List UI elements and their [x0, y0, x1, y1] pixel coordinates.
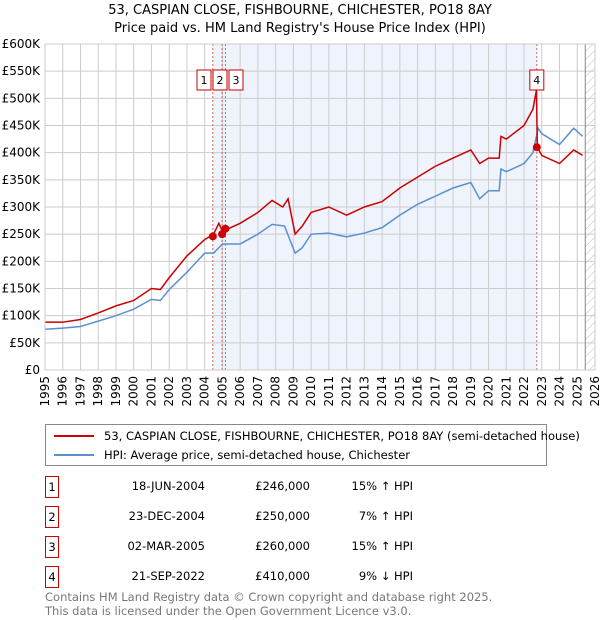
footer-line: Contains HM Land Registry data © Crown c…: [45, 590, 493, 604]
sale-label-box: [228, 69, 244, 91]
x-tick-label: 2015: [393, 376, 407, 407]
table-row: 3 02-MAR-2005 £260,000 15% ↑ HPI: [45, 536, 445, 558]
x-tick-label: 1996: [56, 376, 70, 407]
x-tick-label: 2013: [357, 376, 371, 407]
x-tick-label: 2005: [215, 376, 229, 407]
x-tick-label: 2022: [517, 376, 531, 407]
table-row: 2 23-DEC-2004 £250,000 7% ↑ HPI: [45, 506, 445, 528]
sale-point: [208, 232, 217, 241]
sale-label-box: [212, 69, 228, 91]
y-tick-label: £300K: [2, 200, 42, 214]
sale-date: 02-MAR-2005: [127, 539, 205, 553]
y-tick-label: £450K: [2, 119, 42, 133]
chart-title: 53, CASPIAN CLOSE, FISHBOURNE, CHICHESTE…: [108, 3, 492, 18]
x-tick-label: 2020: [482, 376, 496, 407]
sale-number-badge: 1: [45, 476, 59, 498]
sale-date: 23-DEC-2004: [128, 509, 205, 523]
x-tick-label: 2018: [446, 376, 460, 407]
sale-point: [532, 143, 541, 152]
x-tick-label: 1997: [73, 376, 87, 407]
y-tick-label: £200K: [2, 254, 42, 268]
y-tick-label: £250K: [2, 227, 42, 241]
legend-label: HPI: Average price, semi-detached house,…: [104, 447, 410, 462]
sale-label-box: [196, 69, 212, 91]
legend-label: 53, CASPIAN CLOSE, FISHBOURNE, CHICHESTE…: [104, 428, 580, 443]
x-tick-label: 2000: [127, 376, 141, 407]
x-tick-label: 2025: [570, 376, 584, 407]
legend-item-property: 53, CASPIAN CLOSE, FISHBOURNE, CHICHESTE…: [54, 427, 580, 444]
sale-date: 21-SEP-2022: [131, 569, 205, 583]
y-tick-label: £0: [25, 363, 40, 377]
sale-label: 1: [201, 74, 208, 87]
y-tick-label: £400K: [2, 146, 42, 160]
legend: 53, CASPIAN CLOSE, FISHBOURNE, CHICHESTE…: [45, 424, 580, 466]
sale-label: 2: [217, 74, 224, 87]
x-tick-label: 2024: [553, 376, 567, 407]
y-tick-label: £550K: [2, 64, 42, 78]
x-tick-label: 2006: [233, 376, 247, 407]
sale-number-badge: 4: [45, 566, 59, 588]
hpi-diff: 9% ↓ HPI: [358, 569, 413, 583]
table-row: 1 18-JUN-2004 £246,000 15% ↑ HPI: [45, 476, 445, 498]
sale-number-badge: 3: [45, 536, 59, 558]
sale-label-box: [529, 69, 545, 91]
sale-price: £246,000: [255, 479, 310, 493]
legend-blue-line: [54, 453, 94, 456]
x-tick-label: 2008: [269, 376, 283, 407]
legend-item-hpi: HPI: Average price, semi-detached house,…: [54, 446, 410, 463]
sale-point: [221, 224, 230, 233]
sale-label: 4: [533, 74, 540, 87]
x-tick-label: 2010: [304, 376, 318, 407]
x-tick-label: 2021: [499, 376, 513, 407]
x-tick-label: 2012: [340, 376, 354, 407]
x-tick-label: 2009: [286, 376, 300, 407]
y-tick-label: £600K: [2, 37, 42, 51]
x-tick-label: 2019: [464, 376, 478, 407]
y-tick-label: £150K: [2, 282, 42, 296]
legend-red-line: [54, 434, 94, 437]
x-tick-label: 2016: [411, 376, 425, 407]
x-tick-label: 2017: [428, 376, 442, 407]
x-tick-label: 1999: [109, 376, 123, 407]
y-tick-label: £500K: [2, 91, 42, 105]
sale-price: £250,000: [255, 509, 310, 523]
x-tick-label: 2004: [198, 376, 212, 407]
sale-label: 3: [233, 74, 240, 87]
x-tick-label: 2026: [588, 376, 600, 407]
hpi-diff: 15% ↑ HPI: [351, 479, 413, 493]
x-tick-label: 2023: [535, 376, 549, 407]
property-price-line: [45, 90, 583, 323]
x-tick-label: 2002: [162, 376, 176, 407]
sale-date: 18-JUN-2004: [131, 479, 205, 493]
plot-area: £0 £50K £100K £150K £200K £250K £300K £350K £400…: [2, 37, 600, 407]
x-tick-label: 2011: [322, 376, 336, 407]
y-tick-label: £100K: [2, 309, 42, 323]
x-tick-label: 1995: [38, 376, 52, 407]
y-tick-label: £50K: [9, 336, 41, 350]
x-tick-label: 2003: [180, 376, 194, 407]
sale-number-badge: 2: [45, 506, 59, 528]
hpi-diff: 15% ↑ HPI: [351, 539, 413, 553]
footer-text: Contains HM Land Registry data © Crown c…: [45, 590, 492, 618]
x-tick-label: 2007: [251, 376, 265, 407]
x-tick-label: 2014: [375, 376, 389, 407]
chart-subtitle: Price paid vs. HM Land Registry's House …: [114, 21, 486, 36]
y-tick-label: £350K: [2, 173, 42, 187]
hpi-diff: 7% ↑ HPI: [358, 509, 413, 523]
plot-border: [44, 43, 596, 371]
x-tick-label: 2001: [144, 376, 158, 407]
sale-price: £410,000: [255, 569, 310, 583]
footer-line: This data is licensed under the Open Gov…: [45, 604, 412, 618]
x-tick-label: 1998: [91, 376, 105, 407]
hpi-line: [44, 126, 584, 330]
table-row: 4 21-SEP-2022 £410,000 9% ↓ HPI: [45, 566, 445, 588]
sale-price: £260,000: [255, 539, 310, 553]
